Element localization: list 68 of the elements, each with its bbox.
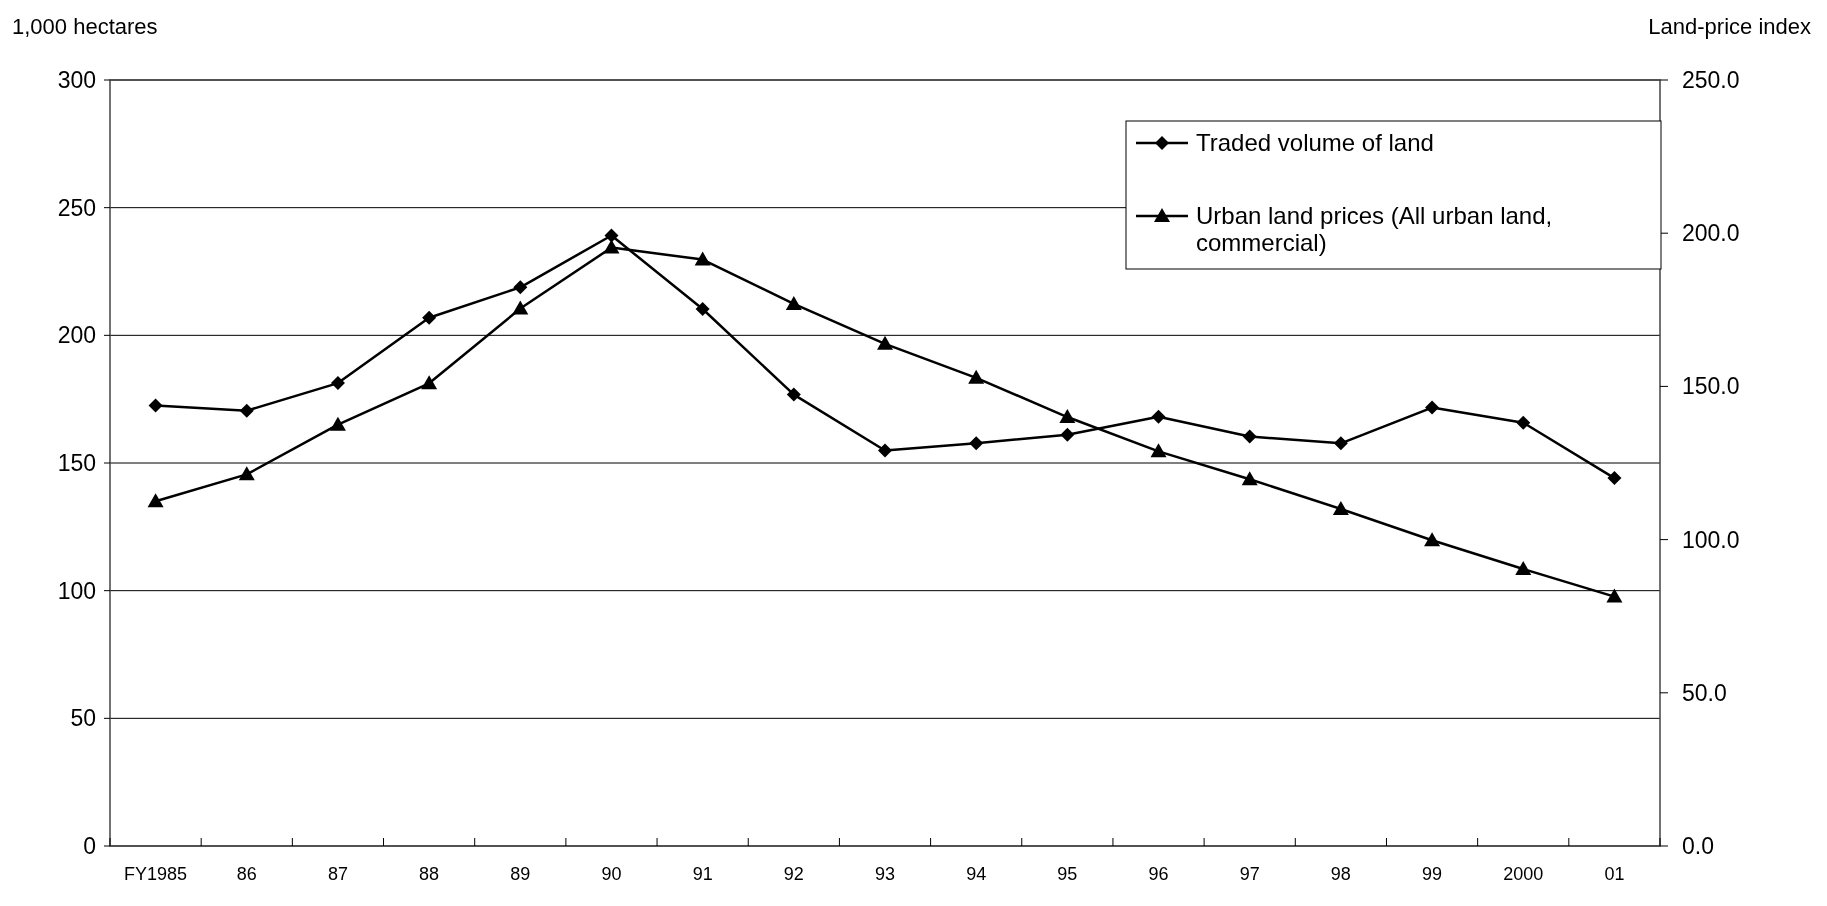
x-tick-label: 89 (510, 864, 531, 884)
point (1241, 471, 1258, 486)
x-tick-label: 87 (327, 864, 348, 884)
point (603, 239, 620, 254)
y2-tick-label: 150.0 (1682, 373, 1740, 400)
x-tick-label: 93 (874, 864, 896, 884)
point (148, 398, 163, 413)
y-tick-label: 50 (70, 705, 96, 732)
point (147, 493, 164, 508)
point (786, 387, 801, 402)
point (330, 376, 345, 391)
x-tick-label: 95 (1057, 864, 1078, 884)
y2-tick-label: 200.0 (1682, 220, 1740, 247)
point (604, 228, 619, 243)
point (1060, 427, 1075, 442)
point (422, 310, 437, 325)
y2-tick-label: 250.0 (1682, 67, 1740, 94)
point (694, 251, 711, 266)
point (1515, 561, 1532, 576)
x-tick-label: 92 (783, 864, 804, 884)
x-tick-label: 98 (1330, 864, 1351, 884)
point (785, 295, 802, 310)
x-tick-label: 86 (236, 864, 257, 884)
point (1151, 409, 1166, 424)
x-tick-label: 97 (1239, 864, 1260, 884)
point (1059, 409, 1076, 424)
legend-label: Urban land prices (All urban land, commercial) (1196, 202, 1553, 256)
point (968, 369, 985, 384)
x-tick-label: 01 (1604, 864, 1625, 884)
point (513, 280, 528, 295)
legend-label: Traded volume of land (1196, 129, 1434, 157)
y2-tick-label: 0.0 (1682, 833, 1714, 860)
y-tick-label: 150 (57, 450, 96, 477)
point (695, 302, 710, 317)
point (1333, 436, 1348, 451)
point (1150, 443, 1167, 458)
point (1606, 588, 1623, 603)
point (1242, 429, 1257, 444)
x-tick-label: 88 (419, 864, 440, 884)
x-tick-label: 2000 (1503, 864, 1544, 884)
y-tick-label: 0 (83, 833, 96, 860)
y-tick-label: 300 (57, 67, 96, 94)
point (878, 443, 892, 458)
point (238, 466, 255, 481)
point (877, 335, 893, 350)
point (239, 403, 254, 418)
point (1425, 400, 1440, 415)
y2-tick-label: 50.0 (1682, 679, 1727, 706)
x-tick-label: 91 (692, 864, 713, 884)
point (1516, 415, 1531, 430)
point (329, 416, 346, 431)
y-tick-label: 200 (57, 322, 96, 349)
point (1332, 500, 1349, 515)
point (1424, 532, 1441, 547)
y2-axis-title: Land-price index (1648, 14, 1811, 39)
point (512, 300, 529, 315)
point (1607, 471, 1622, 486)
x-tick-label: 94 (966, 864, 987, 884)
x-tick-label: 90 (601, 864, 622, 884)
y-tick-label: 100 (57, 577, 96, 604)
x-tick-label: 99 (1422, 864, 1443, 884)
x-tick-label: 96 (1148, 864, 1169, 884)
y2-tick-label: 100.0 (1682, 526, 1740, 553)
x-tick-label: FY1985 (124, 864, 188, 884)
y-axis-title: 1,000 hectares (12, 14, 158, 39)
point (969, 436, 984, 451)
y-tick-label: 250 (57, 194, 96, 221)
point (421, 375, 438, 390)
